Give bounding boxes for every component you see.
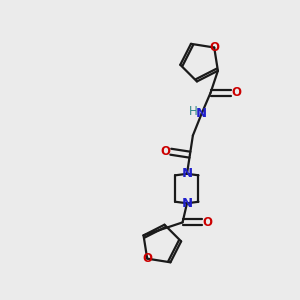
Text: N: N	[182, 167, 193, 180]
Text: H: H	[189, 106, 198, 118]
Text: O: O	[231, 86, 242, 99]
Text: N: N	[196, 107, 207, 120]
Text: O: O	[209, 41, 219, 54]
Text: O: O	[202, 216, 212, 229]
Text: O: O	[142, 252, 152, 265]
Text: N: N	[182, 197, 193, 210]
Text: O: O	[160, 145, 170, 158]
